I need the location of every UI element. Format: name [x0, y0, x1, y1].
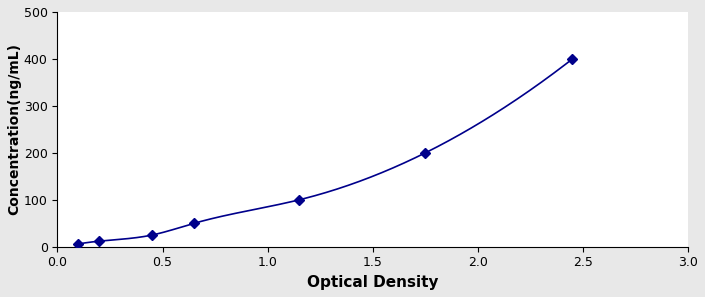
- X-axis label: Optical Density: Optical Density: [307, 275, 439, 290]
- Y-axis label: Concentration(ng/mL): Concentration(ng/mL): [7, 43, 21, 215]
